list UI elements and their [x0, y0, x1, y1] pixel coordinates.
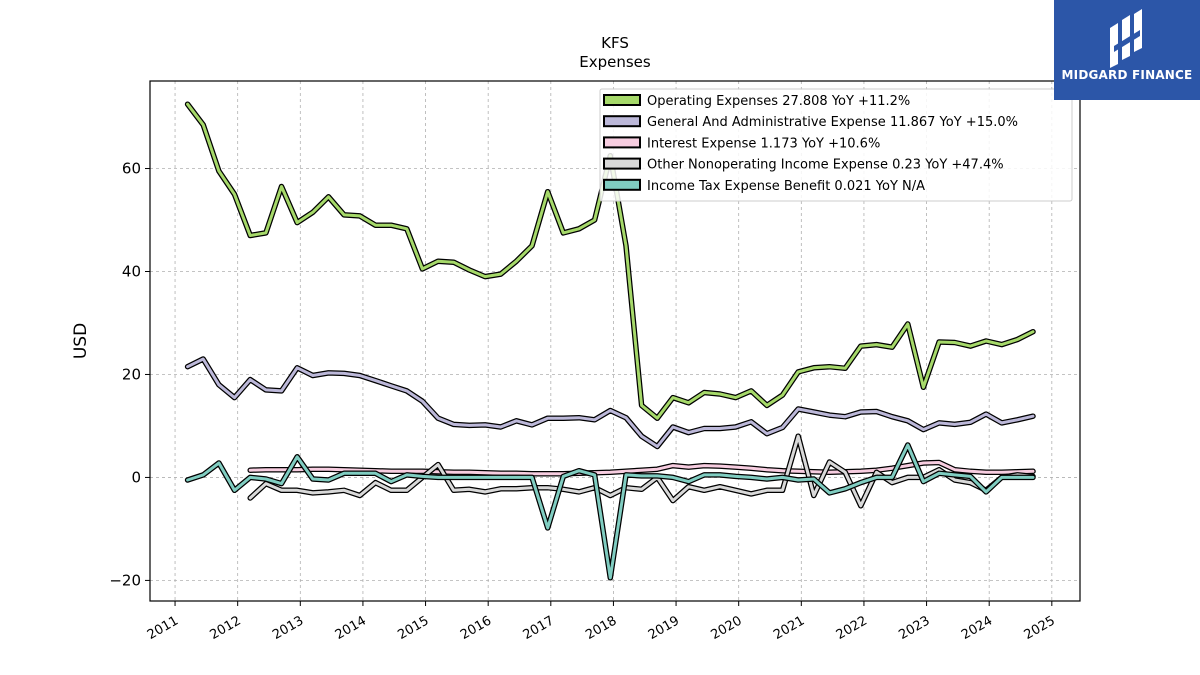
- x-tick-label: 2014: [333, 613, 369, 643]
- legend-entry-interest-expense: Interest Expense 1.173 YoY +10.6%: [647, 136, 880, 151]
- legend-swatch-income-tax-expense-benefit: [603, 178, 641, 191]
- x-tick-label: 2018: [583, 613, 619, 643]
- legend-swatch-other-nonoperating-income-expense: [603, 157, 641, 170]
- y-tick-label: 60: [122, 160, 141, 178]
- y-tick-label: 40: [122, 262, 141, 280]
- legend-box: [599, 88, 1073, 202]
- y-tick-label: 20: [122, 365, 141, 383]
- plot-area-frame: [149, 80, 1081, 602]
- legend-swatch-interest-expense: [603, 136, 641, 149]
- legend-entry-income-tax-expense-benefit: Income Tax Expense Benefit 0.021 YoY N/A: [647, 179, 925, 194]
- series-line-general-and-administrative-expense: [186, 357, 1035, 448]
- legend-entry-operating-expenses: Operating Expenses 27.808 YoY +11.2%: [647, 94, 910, 109]
- legend-entry-other-nonoperating-income-expense: Other Nonoperating Income Expense 0.23 Y…: [647, 158, 1004, 173]
- logo-text: MIDGARD FINANCE: [1061, 68, 1193, 82]
- legend-entry-general-and-administrative-expense: General And Administrative Expense 11.86…: [647, 115, 1018, 130]
- logo-mark-icon: [1110, 9, 1142, 68]
- legend: Operating Expenses 27.808 YoY +11.2% Gene…: [599, 88, 1073, 202]
- x-tick-label: 2021: [771, 613, 807, 643]
- x-tick-label: 2017: [521, 613, 557, 643]
- chart-title: KFS: [601, 34, 629, 52]
- series-line-interest-expense: [248, 461, 1035, 476]
- y-axis-label: USD: [71, 323, 91, 359]
- y-tick-label: −20: [109, 571, 141, 589]
- chart-subtitle: Expenses: [579, 53, 651, 71]
- x-tick-label: 2022: [834, 613, 870, 643]
- x-tick-label: 2013: [270, 613, 306, 643]
- x-tick-label: 2011: [145, 613, 181, 643]
- series-outline-general-and-administrative-expense: [184, 356, 1036, 450]
- x-tick-label: 2025: [1022, 613, 1058, 643]
- legend-swatch-general-and-administrative-expense: [603, 115, 641, 128]
- x-tick-label: 2016: [458, 613, 494, 643]
- series-line-other-nonoperating-income-expense: [248, 434, 1035, 508]
- series-line-income-tax-expense-benefit: [186, 443, 1035, 580]
- x-tick-label: 2024: [959, 613, 995, 643]
- x-tick-label: 2020: [709, 613, 745, 643]
- x-tick-label: 2015: [395, 613, 431, 643]
- brand-logo: MIDGARD FINANCE: [1054, 0, 1200, 100]
- x-tick-label: 2023: [896, 613, 932, 643]
- y-tick-label: 0: [131, 468, 141, 486]
- legend-swatch-operating-expenses: [603, 94, 641, 106]
- x-tick-label: 2012: [208, 613, 244, 643]
- x-tick-label: 2019: [646, 613, 682, 643]
- series-lines: [184, 101, 1036, 581]
